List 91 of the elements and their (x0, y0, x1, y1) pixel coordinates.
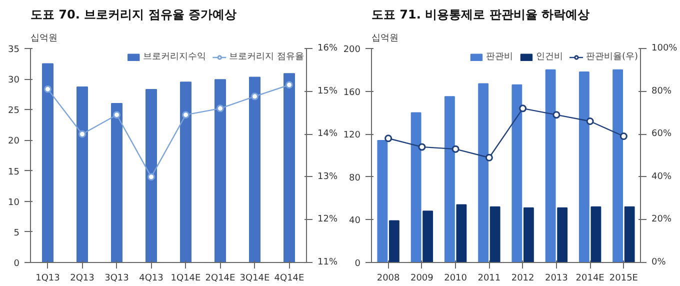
y-tick-label: 10 (8, 198, 20, 208)
x-tick-label: 4Q13 (139, 274, 164, 284)
x-tick-label: 3Q13 (104, 274, 129, 284)
y-tick-label: 40 (349, 216, 361, 226)
bar (146, 88, 157, 262)
point (78, 130, 86, 138)
legend-label: 브로커리지수익 (143, 51, 206, 63)
legend-label: 브로커리지 점유율 (229, 51, 304, 63)
y2-tick-label: 40% (652, 172, 672, 182)
point (182, 111, 190, 119)
y-tick-label: 25 (8, 106, 20, 116)
y2-tick-label: 80% (652, 86, 672, 96)
x-tick-label: 2013 (544, 274, 568, 284)
bar (490, 206, 500, 262)
y-tick-label: 0 (14, 259, 20, 269)
legend-label: 판관비 (486, 51, 513, 63)
bar (249, 76, 260, 262)
y2-tick-label: 15% (318, 86, 338, 96)
chart-title: 도표 71. 비용통제로 판관비율 하락예상 (372, 8, 590, 22)
x-tick-label: 2Q14E (205, 274, 236, 284)
chart-title: 도표 70. 브로커리지 점유율 증가예상 (30, 8, 236, 22)
bar (456, 204, 467, 262)
x-tick-label: 3Q14E (240, 274, 270, 284)
point (586, 118, 594, 126)
legend-label: 인건비 (536, 51, 563, 63)
bar (523, 207, 534, 262)
y-tick-label: 200 (343, 45, 361, 55)
y-tick-label: 80 (349, 173, 361, 184)
point (418, 143, 426, 151)
point (286, 81, 293, 89)
y-tick-label: 20 (8, 136, 20, 147)
point (384, 134, 392, 142)
bar (76, 86, 88, 262)
bar (478, 83, 489, 262)
point (519, 104, 527, 112)
bar (512, 84, 522, 262)
x-tick-label: 2012 (511, 274, 534, 284)
bar (410, 112, 422, 262)
x-tick-label: 2014E (576, 274, 605, 284)
y-axis-title: 십억원 (30, 34, 58, 44)
y-tick-label: 120 (343, 130, 361, 141)
y2-tick-label: 11% (318, 258, 338, 268)
bar (388, 220, 400, 262)
bar (42, 63, 54, 262)
x-tick-label: 2Q13 (70, 274, 94, 284)
bar (545, 69, 556, 262)
bar (422, 210, 434, 262)
bar (111, 103, 122, 262)
x-tick-label: 1Q13 (36, 274, 60, 284)
y2-tick-label: 13% (318, 172, 338, 182)
x-tick-label: 2010 (444, 274, 468, 284)
point (552, 111, 560, 119)
point (113, 111, 120, 119)
y-tick-label: 160 (343, 88, 361, 98)
bar (284, 73, 295, 262)
bar (578, 72, 590, 262)
legend-label: 판관비율(우) (586, 51, 638, 63)
y2-tick-label: 20% (652, 214, 672, 225)
bar (612, 69, 624, 262)
y-axis-title: 십억원 (372, 34, 398, 44)
y2-tick-label: 16% (318, 44, 338, 54)
point (485, 154, 493, 162)
y-tick-label: 30 (8, 76, 20, 86)
point (148, 173, 155, 181)
y2-tick-label: 14% (318, 129, 338, 140)
y2-tick-label: 60% (652, 129, 672, 140)
x-tick-label: 2011 (478, 274, 501, 284)
bar (624, 206, 635, 262)
y-tick-label: 0 (354, 259, 361, 269)
y-tick-label: 15 (8, 167, 20, 178)
point (620, 132, 628, 140)
y2-tick-label: 12% (318, 214, 338, 225)
x-tick-label: 1Q14E (170, 274, 202, 284)
bar (214, 79, 226, 262)
y2-tick-label: 100% (652, 44, 678, 54)
x-tick-label: 2009 (410, 274, 434, 284)
point (251, 92, 258, 100)
point (44, 85, 52, 93)
point (452, 145, 460, 153)
bar (590, 206, 602, 262)
bar (557, 207, 568, 262)
x-tick-label: 2015E (609, 274, 638, 284)
bar (180, 82, 192, 262)
y2-tick-label: 0% (652, 258, 666, 268)
y-tick-label: 5 (14, 228, 20, 238)
bar (377, 140, 388, 262)
x-tick-label: 4Q14E (274, 274, 305, 284)
point (216, 104, 224, 112)
y-tick-label: 35 (8, 45, 20, 55)
x-tick-label: 2008 (376, 274, 400, 284)
bar (444, 96, 455, 262)
